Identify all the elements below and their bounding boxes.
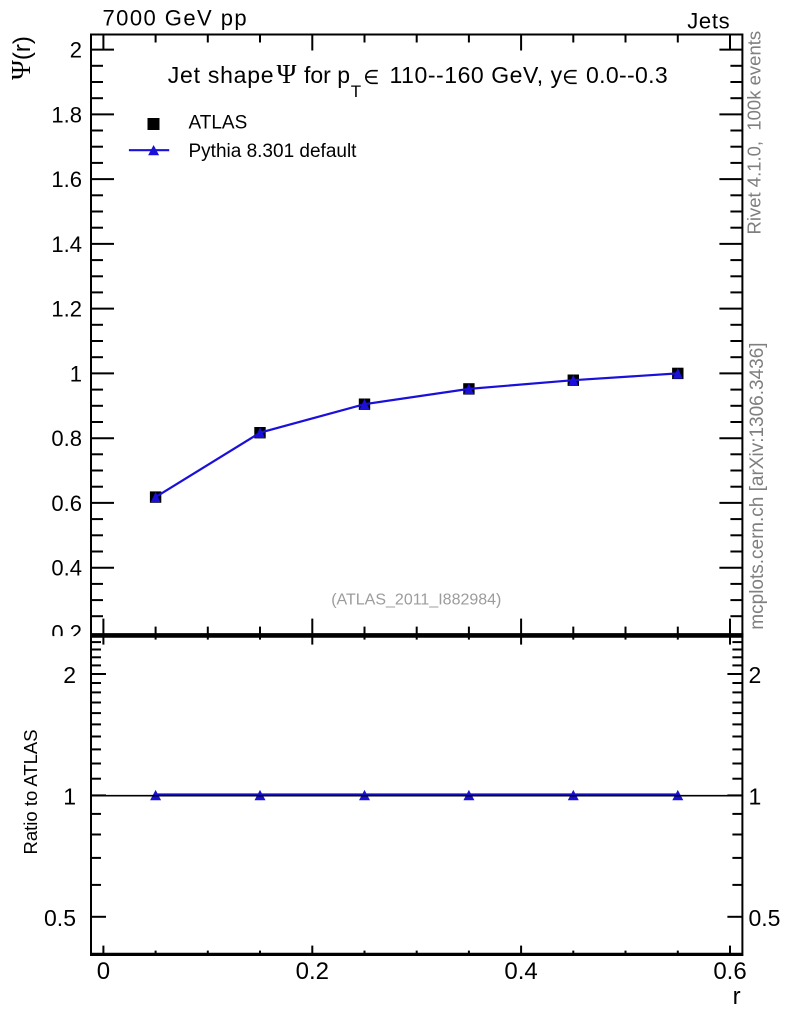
svg-text:0.5: 0.5	[44, 905, 76, 931]
svg-text:2: 2	[749, 662, 762, 688]
svg-text:0.8: 0.8	[51, 426, 82, 451]
svg-text:2: 2	[70, 38, 82, 63]
svg-text:1.2: 1.2	[51, 297, 82, 322]
svg-text:Ψ(r): Ψ(r)	[6, 36, 36, 80]
svg-text:1: 1	[70, 361, 82, 386]
svg-text:Ψ: Ψ	[277, 59, 297, 89]
svg-text:7000 GeV pp: 7000 GeV pp	[103, 6, 249, 31]
svg-text:ATLAS: ATLAS	[189, 113, 248, 134]
svg-text:Rivet 4.1.0, 100k events: Rivet 4.1.0, 100k events	[744, 31, 765, 235]
svg-text:0: 0	[97, 958, 110, 985]
svg-text:0.4: 0.4	[504, 958, 537, 985]
svg-text:0.2: 0.2	[296, 958, 329, 985]
svg-text:0.6: 0.6	[713, 958, 746, 985]
svg-text:1: 1	[63, 783, 76, 809]
svg-text:Jet shape: Jet shape	[168, 62, 274, 88]
svg-text:mcplots.cern.ch [arXiv:1306.34: mcplots.cern.ch [arXiv:1306.3436]	[747, 342, 768, 629]
svg-text:r: r	[733, 983, 741, 1010]
svg-text:Pythia 8.301 default: Pythia 8.301 default	[189, 141, 358, 162]
svg-text:2: 2	[63, 662, 76, 688]
svg-text:for p: for p	[304, 62, 350, 88]
svg-text:1.8: 1.8	[51, 102, 82, 127]
svg-text:0.0--0.3: 0.0--0.3	[586, 62, 668, 88]
svg-text:1.6: 1.6	[51, 167, 82, 192]
svg-text:Ratio to ATLAS: Ratio to ATLAS	[20, 729, 41, 854]
svg-text:110--160 GeV, y: 110--160 GeV, y	[390, 62, 563, 88]
svg-text:0.5: 0.5	[749, 905, 781, 931]
svg-text:(ATLAS_2011_I882984): (ATLAS_2011_I882984)	[331, 592, 501, 609]
svg-text:0.4: 0.4	[51, 556, 82, 581]
svg-text:1.4: 1.4	[51, 232, 82, 257]
svg-text:Jets: Jets	[687, 9, 730, 34]
svg-text:T: T	[351, 82, 361, 101]
svg-text:1: 1	[749, 783, 762, 809]
svg-text:0.6: 0.6	[51, 491, 82, 516]
